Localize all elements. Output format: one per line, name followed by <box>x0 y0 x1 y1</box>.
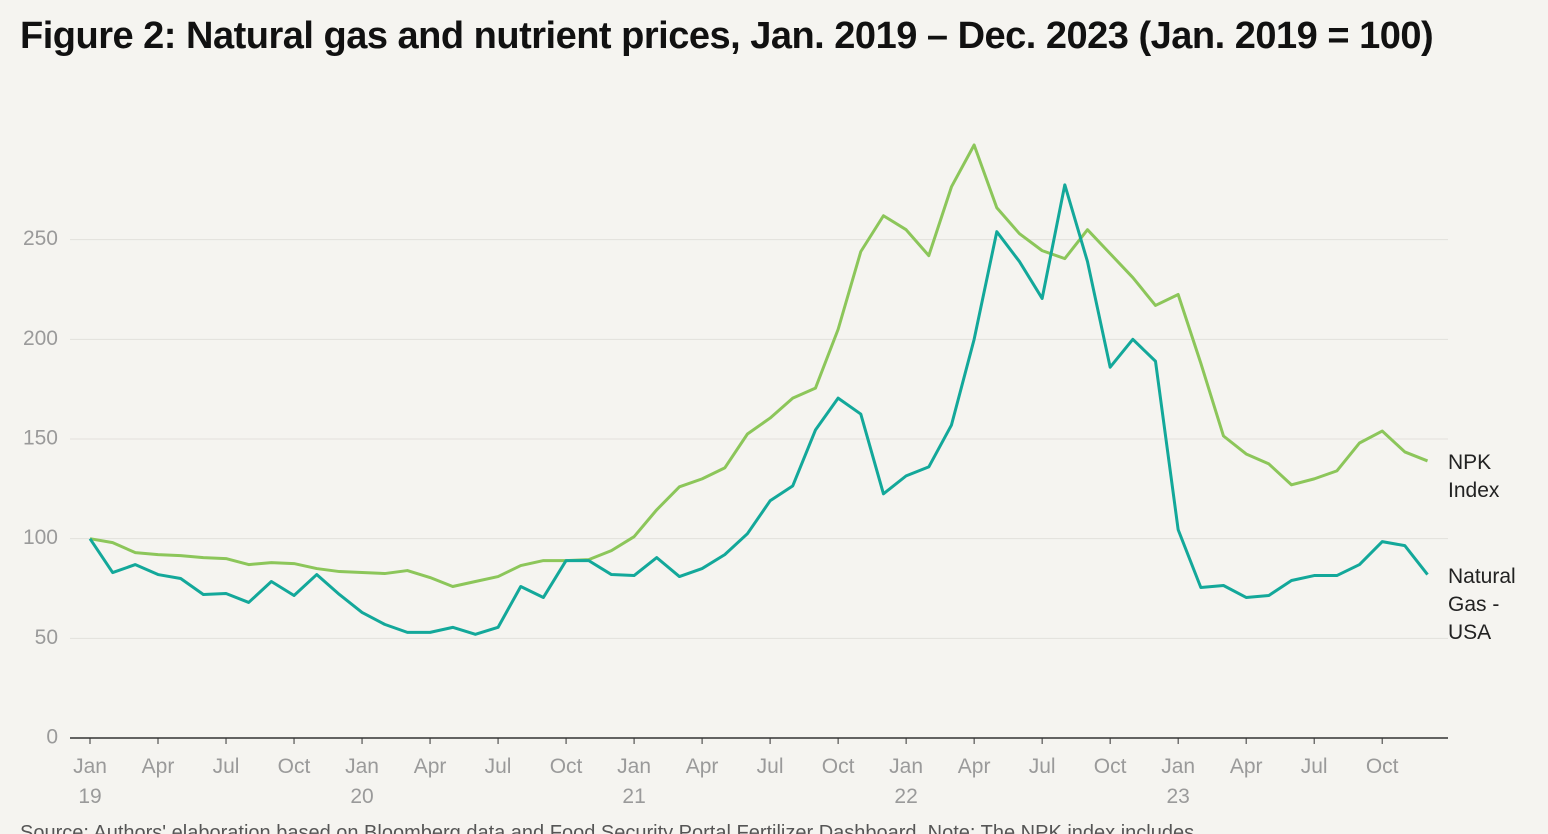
x-tick-label: Jul <box>212 755 240 778</box>
x-tick-label: Jan 23 <box>1161 755 1196 808</box>
x-tick-label: Apr <box>141 755 175 778</box>
y-tick-label: 0 <box>46 726 58 749</box>
x-tick-label: Apr <box>1229 755 1263 778</box>
x-tick-label: Jan 20 <box>345 755 379 808</box>
x-tick-label: Jul <box>1028 755 1056 778</box>
series-label: NPK Index <box>1448 450 1500 502</box>
x-tick-label: Jan 22 <box>889 755 924 808</box>
x-tick-label: Oct <box>821 755 855 778</box>
x-tick-label: Oct <box>1093 755 1127 778</box>
series-line <box>88 183 1429 636</box>
x-tick-label: Jul <box>1300 755 1328 778</box>
chart-title: Figure 2: Natural gas and nutrient price… <box>20 15 1434 57</box>
source-note: Source: Authors' elaboration based on Bl… <box>20 822 1195 834</box>
y-tick-label: 150 <box>23 427 58 450</box>
y-tick-label: 250 <box>23 227 58 250</box>
y-tick-label: 200 <box>23 327 58 350</box>
y-tick-label: 50 <box>35 626 58 649</box>
x-tick-label: Apr <box>685 755 719 778</box>
series-label: Natural Gas - USA <box>1448 564 1516 644</box>
x-tick-label: Oct <box>1365 755 1399 778</box>
x-tick-label: Jan 21 <box>617 755 652 808</box>
x-tick-label: Jan 19 <box>73 755 107 808</box>
x-tick-label: Oct <box>277 755 311 778</box>
x-tick-label: Apr <box>413 755 447 778</box>
x-tick-label: Apr <box>957 755 991 778</box>
y-tick-label: 100 <box>23 526 58 549</box>
series-line <box>89 143 1429 589</box>
x-tick-label: Jul <box>484 755 512 778</box>
x-tick-label: Jul <box>756 755 784 778</box>
x-tick-label: Oct <box>549 755 583 778</box>
